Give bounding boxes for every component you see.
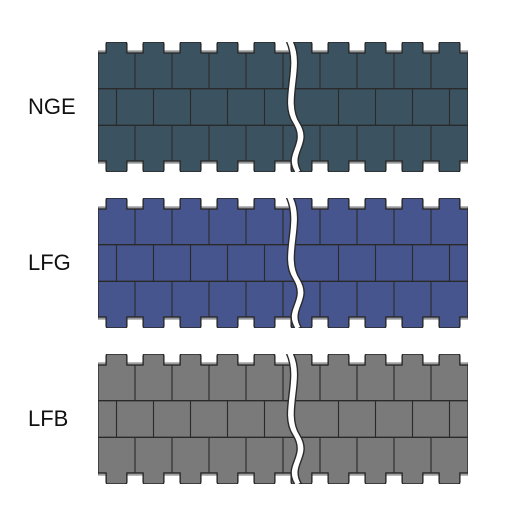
belt-row-lfb: LFB bbox=[0, 354, 512, 484]
belt-label-lfg: LFG bbox=[28, 250, 88, 276]
belt-row-lfg: LFG bbox=[0, 198, 512, 328]
belt-graphic-nge bbox=[98, 42, 468, 172]
belt-graphic-lfg bbox=[98, 198, 468, 328]
belt-label-nge: NGE bbox=[28, 94, 88, 120]
belt-row-nge: NGE bbox=[0, 42, 512, 172]
belt-graphic-lfb bbox=[98, 354, 468, 484]
belt-label-lfb: LFB bbox=[28, 406, 88, 432]
